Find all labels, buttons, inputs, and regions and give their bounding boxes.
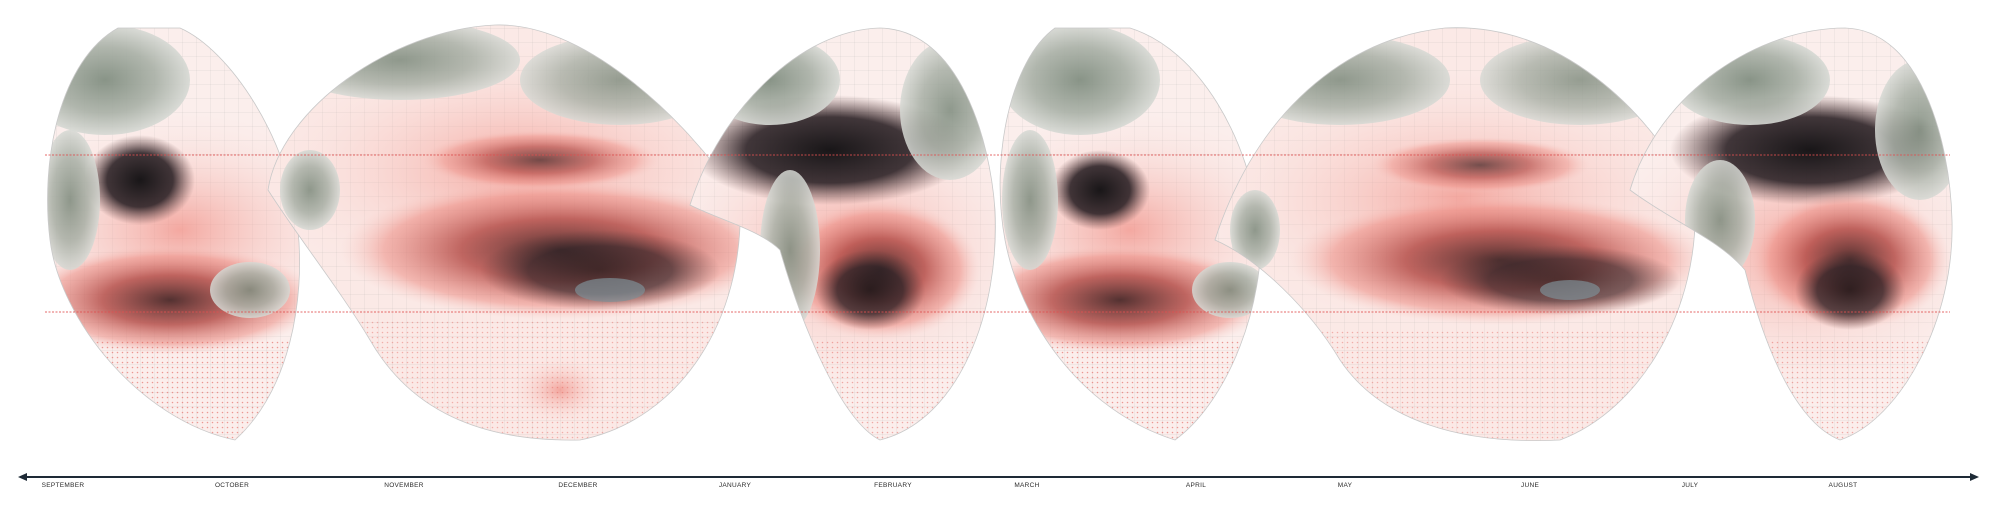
month-label-november: NOVEMBER	[384, 482, 424, 489]
map-lobe-5	[1215, 27, 1696, 441]
month-label-july: JULY	[1681, 482, 1699, 489]
month-label-december: DECEMBER	[558, 482, 598, 489]
timeline-axis	[24, 476, 1972, 478]
timeline-arrow-right-icon	[1970, 473, 1979, 481]
month-label-september: SEPTEMBER	[41, 482, 85, 489]
month-label-march: MARCH	[1014, 482, 1040, 489]
month-label-april: APRIL	[1185, 482, 1207, 489]
timeline-arrow-left-icon	[18, 473, 27, 481]
month-label-october: OCTOBER	[214, 482, 250, 489]
month-label-january: JANUARY	[718, 482, 752, 489]
month-label-august: AUGUST	[1828, 482, 1858, 489]
month-label-february: FEBRUARY	[874, 482, 912, 489]
month-label-june: JUNE	[1520, 482, 1540, 489]
map-lobe-2	[268, 24, 741, 441]
month-label-may: MAY	[1337, 482, 1353, 489]
